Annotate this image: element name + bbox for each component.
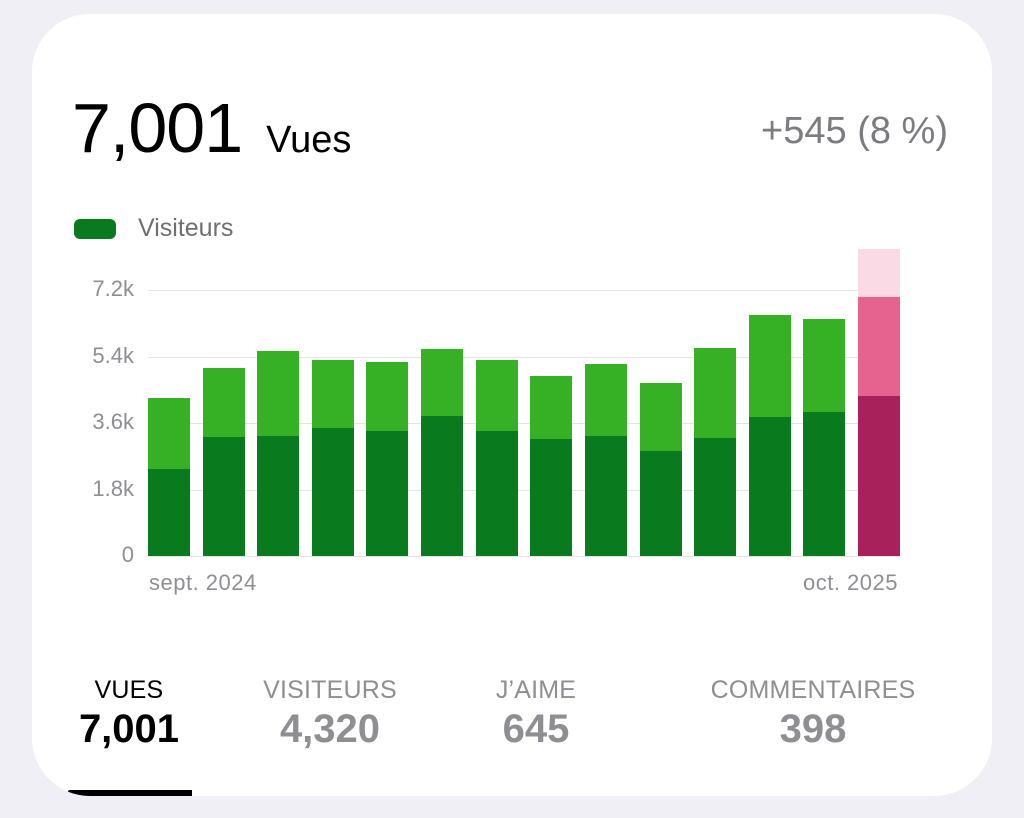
chart-bar[interactable] (202, 367, 245, 556)
legend-swatch-icon (74, 218, 116, 239)
bar-visitors-segment (584, 435, 627, 556)
chart-legend: Visiteurs (74, 214, 233, 243)
stats-card: 7,001 Vues +545 (8 %) Visiteurs 0 1.8k 3.6… (32, 14, 992, 796)
chart-bar[interactable] (148, 397, 190, 556)
tab-label: VISITEURS (263, 676, 397, 704)
bar-visitors-segment (748, 417, 791, 556)
bar-visitors-segment (366, 431, 409, 556)
gridline (148, 489, 900, 491)
chart-bar[interactable] (748, 315, 791, 556)
x-axis-label-last: oct. 2025 (802, 570, 898, 595)
bar-visitors-segment (311, 427, 354, 556)
tab-value: 7,001 (78, 707, 180, 751)
bar-chart: 0 1.8k 3.6k 5.4k 7.2k sept. 2024 oct. 2025 (32, 14, 992, 614)
total-views-unit: Vues (266, 119, 352, 161)
bar-visitors-segment (530, 438, 573, 556)
chart-bar[interactable] (421, 349, 464, 556)
chart-bar[interactable] (584, 363, 627, 556)
chart-bar[interactable] (475, 359, 518, 556)
y-axis-tick: 7.2k (92, 276, 134, 301)
tab-value: 4,320 (279, 707, 381, 751)
bar-visitors-segment (202, 437, 245, 556)
chart-bar[interactable] (257, 350, 300, 556)
chart-bar[interactable] (530, 376, 573, 556)
tab-value: 645 (502, 707, 570, 751)
gridline (148, 290, 900, 291)
tab-visiteurs[interactable]: VISITEURS 4,320 (210, 676, 450, 752)
y-axis-tick: 3.6k (92, 409, 134, 434)
tab-vues[interactable]: VUES 7,001 (32, 676, 249, 752)
bar-visitors-segment (803, 411, 846, 556)
legend-label: Visiteurs (138, 214, 234, 242)
chart-bar[interactable] (311, 359, 354, 556)
chart-bar[interactable] (803, 318, 846, 556)
tab-label: COMMENTAIRES (710, 676, 916, 704)
headline: 7,001 Vues (72, 88, 351, 168)
bar-visitors-segment (694, 438, 737, 556)
bar-visitors-segment (257, 435, 300, 556)
tab-commentaires[interactable]: COMMENTAIRES 398 (693, 676, 933, 752)
gridline (148, 356, 900, 358)
y-axis-tick: 5.4k (92, 342, 134, 368)
chart-bar[interactable] (858, 249, 900, 556)
metric-tabs: VUES 7,001 VISITEURS 4,320 J’AIME 645 COMMENTA… (32, 674, 992, 794)
chart-bar[interactable] (366, 362, 409, 556)
y-axis-tick: 0 (121, 542, 134, 567)
bar-visitors-segment (858, 396, 900, 556)
tab-jaime[interactable]: J’AIME 645 (416, 676, 656, 752)
bar-visitors-segment (148, 469, 190, 556)
tab-label: VUES (94, 676, 164, 704)
gridline (148, 556, 900, 557)
tab-label: J’AIME (495, 676, 577, 704)
active-tab-indicator (68, 790, 192, 796)
x-axis-label-first: sept. 2024 (149, 570, 257, 595)
y-axis-tick: 1.8k (92, 475, 134, 501)
change-indicator: +545 (8 %) (761, 110, 948, 152)
chart-bar[interactable] (639, 383, 682, 556)
chart-bar[interactable] (694, 348, 737, 556)
bar-visitors-segment (639, 451, 682, 556)
bar-visitors-segment (475, 431, 518, 556)
gridline (148, 423, 900, 424)
total-views-value: 7,001 (72, 89, 243, 167)
tab-value: 398 (779, 707, 847, 751)
bar-visitors-segment (421, 415, 464, 556)
